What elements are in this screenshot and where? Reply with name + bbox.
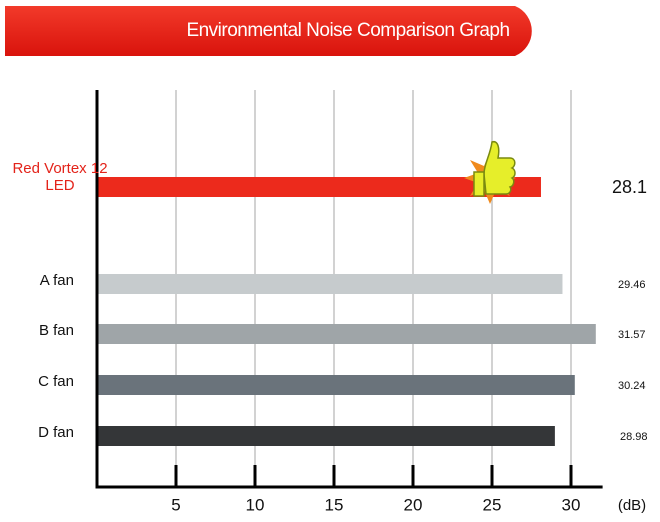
bar bbox=[97, 375, 575, 395]
category-label: Red Vortex 12 LED bbox=[12, 160, 108, 194]
category-label: D fan bbox=[38, 424, 74, 441]
bar bbox=[97, 177, 541, 197]
data-label: 31.57 bbox=[618, 329, 646, 341]
x-tick-label: 30 bbox=[562, 495, 581, 514]
category-label: A fan bbox=[39, 272, 74, 289]
category-label: B fan bbox=[38, 322, 74, 339]
bar bbox=[97, 426, 555, 446]
data-label: 28.1 bbox=[612, 177, 647, 197]
x-tick-label: 10 bbox=[246, 495, 265, 514]
x-tick-label: 5 bbox=[171, 495, 180, 514]
chart-title: Environmental Noise Comparison Graph bbox=[186, 20, 509, 41]
data-label: 28.98 bbox=[620, 431, 648, 443]
x-axis-label: (dB) bbox=[618, 497, 646, 514]
x-tick-label: 25 bbox=[483, 495, 502, 514]
title-banner bbox=[5, 6, 532, 56]
x-tick-label: 20 bbox=[404, 495, 423, 514]
plot-area: 28.1 29.46 31.57 30.24 28.98 5 10 15 20 25 30 (dB) bbox=[95, 90, 648, 514]
bar bbox=[97, 324, 596, 344]
x-tick-label: 15 bbox=[325, 495, 344, 514]
data-label: 30.24 bbox=[618, 380, 646, 392]
category-label: C fan bbox=[38, 373, 74, 390]
thumbs-up-icon bbox=[464, 140, 516, 204]
data-label: 29.46 bbox=[618, 279, 646, 291]
bar bbox=[97, 274, 563, 294]
